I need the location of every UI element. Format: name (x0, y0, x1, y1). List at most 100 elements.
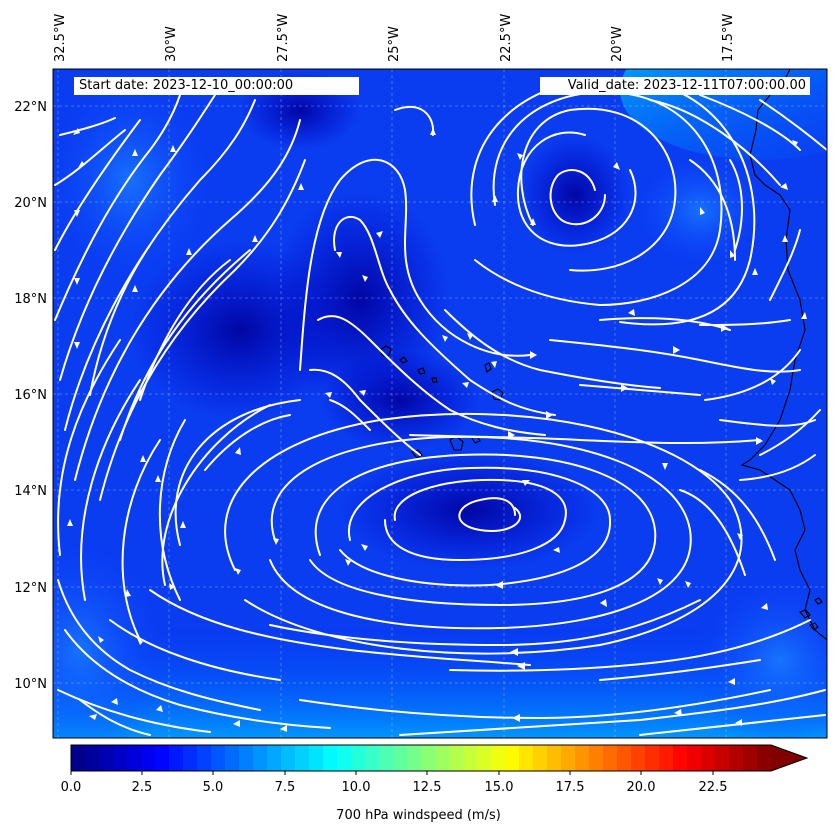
arrowhead (362, 275, 368, 282)
arrowhead (73, 128, 80, 135)
streamline (333, 215, 556, 416)
arrowhead (170, 145, 176, 152)
colorbar-band (141, 745, 156, 771)
streamline (399, 689, 826, 736)
arrowhead (735, 719, 742, 726)
arrowhead (74, 278, 80, 285)
arrowhead (628, 309, 635, 316)
arrowhead (530, 218, 536, 225)
arrowhead (132, 149, 138, 156)
colorbar-tick-label: 12.5 (413, 780, 442, 795)
lon-label: 30°W (164, 26, 179, 62)
colorbar-band (421, 745, 436, 771)
streamline (759, 99, 827, 151)
streamline (64, 629, 331, 729)
streamline (599, 317, 731, 331)
arrowhead (491, 361, 497, 368)
arrowhead (169, 583, 175, 590)
arrowhead (298, 183, 304, 190)
colorbar-band (407, 745, 422, 771)
arrowhead (273, 538, 279, 545)
streamline (80, 379, 141, 601)
colorbar-band (617, 745, 632, 771)
colorbar-band (589, 745, 604, 771)
colorbar-band (169, 745, 184, 771)
colorbar-band (435, 745, 450, 771)
arrowhead (756, 437, 763, 445)
colorbar-frame (70, 744, 809, 772)
arrowhead (359, 390, 366, 396)
arrowhead (430, 128, 436, 135)
streamline (59, 117, 116, 136)
colorbar-band (99, 745, 114, 771)
colorbar-tick-label: 22.5 (699, 780, 728, 795)
arrowhead (155, 475, 161, 482)
streamline-arrows (67, 128, 807, 732)
colorbar-tick-label: 0.0 (61, 780, 82, 795)
streamline (729, 159, 743, 251)
colorbar-band (267, 745, 282, 771)
streamline (699, 94, 801, 151)
streamline (579, 384, 701, 396)
colorbar-band (197, 745, 212, 771)
arrowhead (467, 333, 473, 340)
arrowhead (510, 648, 518, 656)
streamline (317, 315, 546, 436)
streamline (309, 368, 421, 456)
colorbar-band (281, 745, 296, 771)
streamline (470, 76, 756, 326)
streamline (329, 399, 371, 431)
gridlines (53, 69, 827, 738)
colorbar-band (547, 745, 562, 771)
colorbar-band (603, 745, 618, 771)
streamline (449, 619, 811, 672)
arrowhead (442, 335, 448, 342)
arrowhead (74, 210, 80, 217)
arrowhead (233, 720, 240, 727)
lat-label: 14°N (14, 484, 47, 499)
streamline (516, 131, 637, 247)
colorbar-band (463, 745, 478, 771)
colorbar-band (449, 745, 464, 771)
streamline (739, 454, 816, 481)
arrowhead (792, 140, 798, 147)
arrowhead (78, 161, 85, 168)
streamline (759, 409, 821, 456)
map-frame (52, 68, 828, 739)
streamline (161, 404, 271, 586)
colorbar-band (659, 745, 674, 771)
arrowhead (782, 235, 788, 242)
arrowhead (280, 725, 287, 732)
streamline (57, 339, 121, 556)
arrowhead (74, 342, 80, 349)
streamline (549, 169, 606, 226)
colorbar-band (631, 745, 646, 771)
streamline (299, 689, 771, 720)
arrowhead (721, 324, 728, 332)
arrowhead (512, 714, 520, 722)
streamline (139, 259, 231, 401)
streamline (492, 90, 723, 306)
colorbar-band (673, 745, 688, 771)
arrowhead (752, 268, 758, 275)
streamline (121, 439, 161, 641)
streamline (444, 309, 661, 389)
arrowhead (685, 581, 691, 588)
streamline (119, 249, 251, 441)
streamline (549, 339, 801, 373)
lat-label: 12°N (14, 581, 47, 596)
colorbar-tick-label: 20.0 (627, 780, 656, 795)
arrowhead (235, 568, 241, 575)
colorbar-band (645, 745, 660, 771)
colorbar-tick-label: 7.5 (275, 780, 296, 795)
arrowhead (137, 388, 143, 395)
latitude-labels: 22°N 20°N 18°N 16°N 14°N 12°N 10°N (14, 100, 47, 692)
arrowhead (700, 207, 705, 215)
arrowhead (345, 559, 351, 566)
arrowhead (780, 183, 788, 190)
start-date-label: Start date: 2023-12-10_00:00:00 (74, 77, 359, 95)
arrowhead (546, 411, 553, 419)
arrowhead (98, 636, 104, 643)
lat-label: 22°N (14, 100, 47, 115)
